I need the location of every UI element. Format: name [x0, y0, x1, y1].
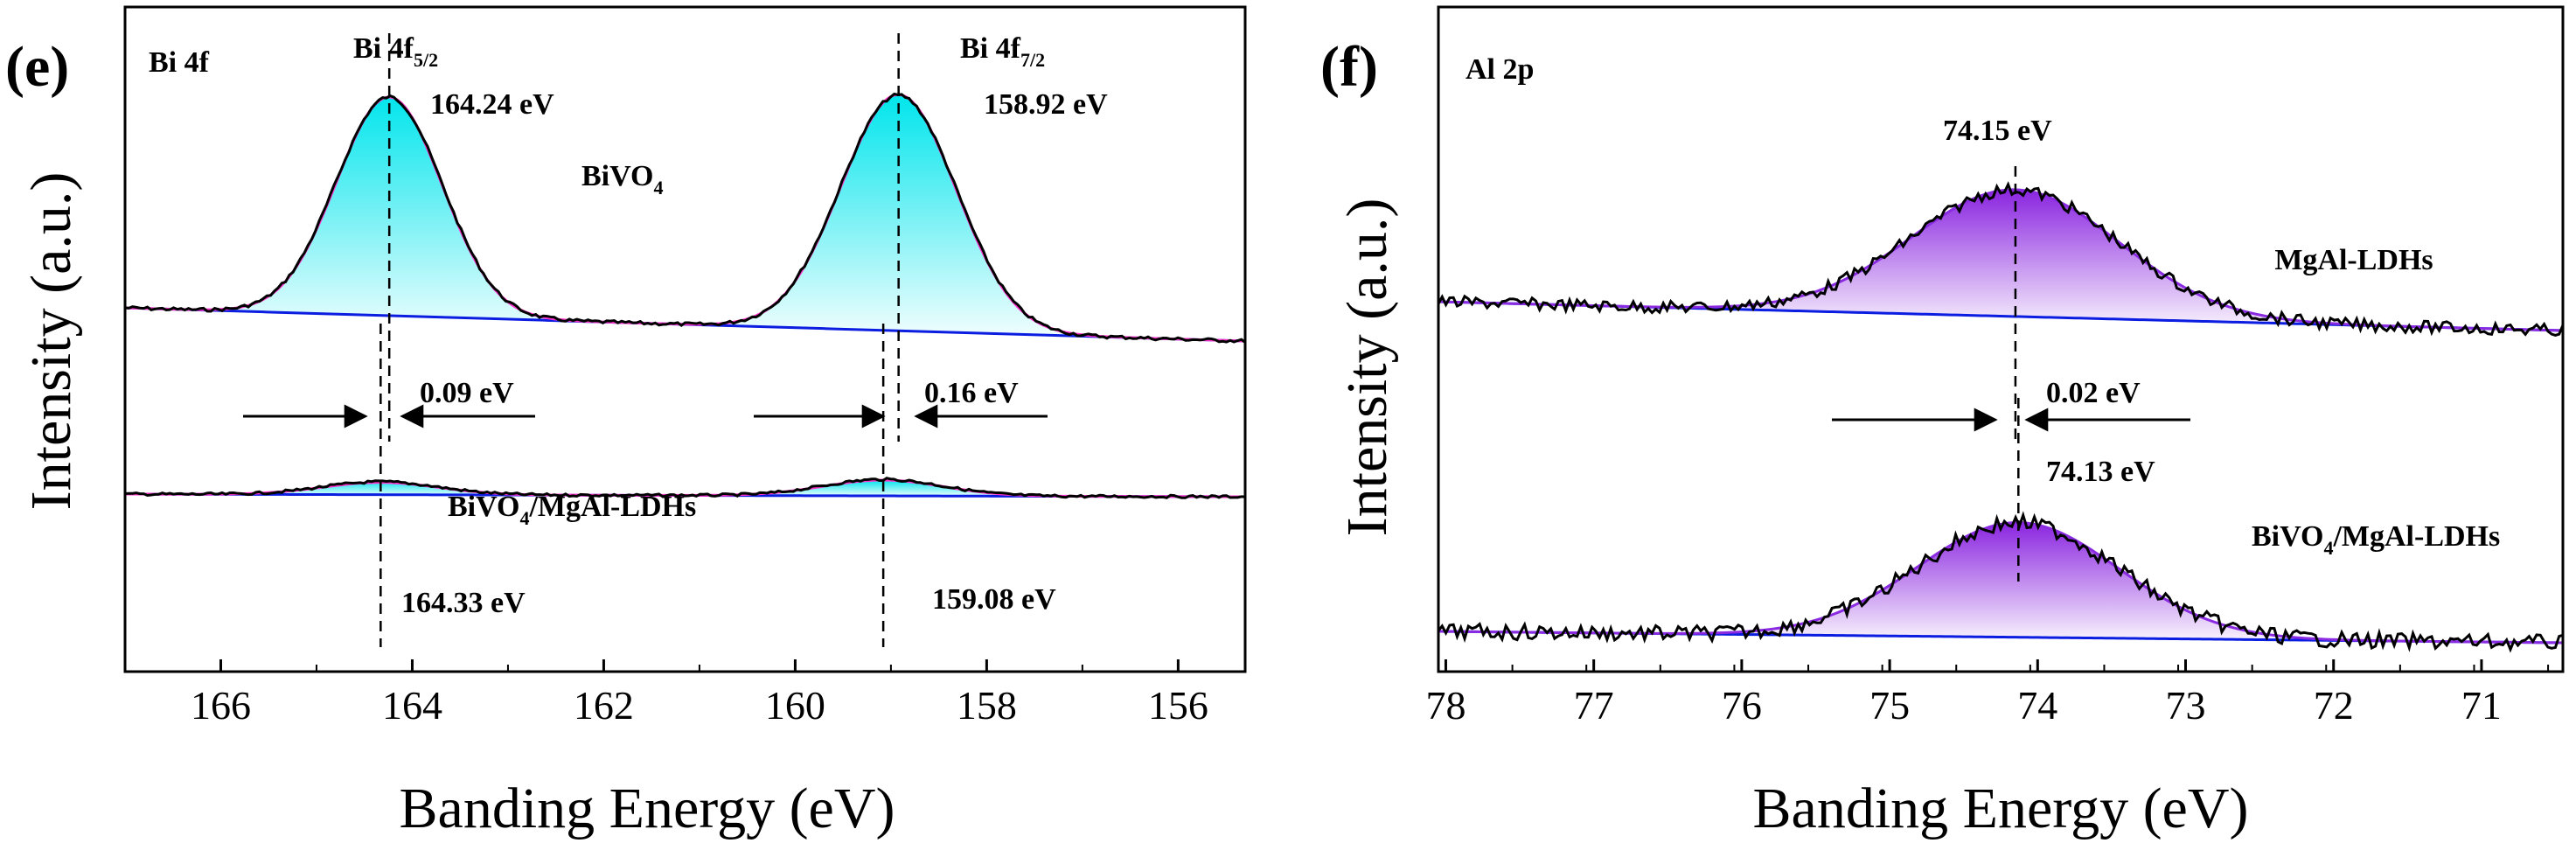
- panel-f-xlabel: Banding Energy (eV): [1753, 777, 2249, 840]
- peak-fill-0: [1438, 189, 2563, 331]
- x-tick-label: 158: [957, 683, 1017, 728]
- panel-e: 166 164 162 160 158 156 (e) Bi 4f Intensity (…: [5, 5, 1247, 840]
- x-tick-label: 160: [765, 683, 825, 728]
- panel-f-label: (f): [1320, 35, 1378, 99]
- raw-data-series-1: [1437, 511, 2564, 653]
- raw-data-series-0: [124, 92, 1246, 344]
- x-tick-label: 76: [1722, 683, 1762, 728]
- x-tick-label: 166: [191, 683, 251, 728]
- x-tick-label: 72: [2314, 683, 2354, 728]
- panel-e-frame: [123, 5, 1247, 673]
- x-tick-label: 77: [1574, 683, 1614, 728]
- peak-value-159-08: 159.08 eV: [932, 583, 1056, 616]
- series-label-bivo4-mgal: BiVO4/MgAl-LDHs: [448, 491, 696, 529]
- raw-data-series-1: [124, 477, 1246, 499]
- series-label-bivo4-mgal-f: BiVO4/MgAl-LDHs: [2252, 520, 2500, 559]
- x-tick-label: 75: [1869, 683, 1910, 728]
- panel-f-frame: [1437, 5, 2565, 673]
- peak-fill-1: [1438, 522, 2563, 643]
- panel-f-guides: [2014, 166, 2020, 582]
- panel-e-label: (e): [5, 35, 69, 99]
- panel-e-ticks: 166 164 162 160 158 156: [124, 659, 1208, 728]
- series-label-bivo4: BiVO4: [581, 160, 663, 199]
- shift-label-0-16: 0.16 eV: [924, 377, 1019, 409]
- peak-value-74-13: 74.13 eV: [2046, 456, 2155, 488]
- x-tick-label: 74: [2017, 683, 2057, 728]
- panel-f-ticks: 78 77 76 75 74 73 72 71: [1425, 659, 2550, 728]
- panel-e-xlabel: Banding Energy (eV): [400, 777, 895, 840]
- panel-e-curves: [124, 92, 1246, 499]
- panel-f-curves: [1437, 181, 2565, 653]
- panel-f-ylabel: Intensity (a.u.): [1335, 199, 1399, 537]
- panel-e-corner-label: Bi 4f: [149, 46, 210, 79]
- x-tick-label: 78: [1425, 683, 1466, 728]
- peak-fill-0: [125, 94, 1245, 341]
- x-tick-label: 156: [1148, 683, 1208, 728]
- peak-value-164-33: 164.33 eV: [401, 587, 526, 619]
- x-tick-label: 164: [382, 683, 442, 728]
- raw-data-series-0: [1437, 181, 2565, 338]
- shift-label-0-02: 0.02 eV: [2046, 377, 2141, 409]
- peak-label-bi4f72: Bi 4f7/2: [960, 32, 1045, 71]
- panel-f-corner-label: Al 2p: [1466, 53, 1534, 86]
- panel-e-fills: [125, 94, 1245, 497]
- x-tick-label: 162: [574, 683, 634, 728]
- peak-value-164-24: 164.24 eV: [430, 88, 554, 121]
- shift-label-0-09: 0.09 eV: [420, 377, 514, 409]
- x-tick-label: 71: [2461, 683, 2502, 728]
- panel-e-ylabel: Intensity (a.u.): [19, 172, 83, 511]
- series-label-mgal: MgAl-LDHs: [2274, 244, 2433, 276]
- peak-value-158-92: 158.92 eV: [984, 88, 1108, 121]
- x-tick-label: 73: [2166, 683, 2206, 728]
- peak-label-bi4f52: Bi 4f5/2: [353, 32, 438, 71]
- panel-e-guides: [379, 33, 900, 647]
- panel-f-fills: [1438, 189, 2563, 643]
- panel-f: 78 77 76 75 74 73 72 71 (f) Al 2p Intensity (a.…: [1320, 5, 2565, 840]
- peak-value-74-15: 74.15 eV: [1943, 115, 2052, 147]
